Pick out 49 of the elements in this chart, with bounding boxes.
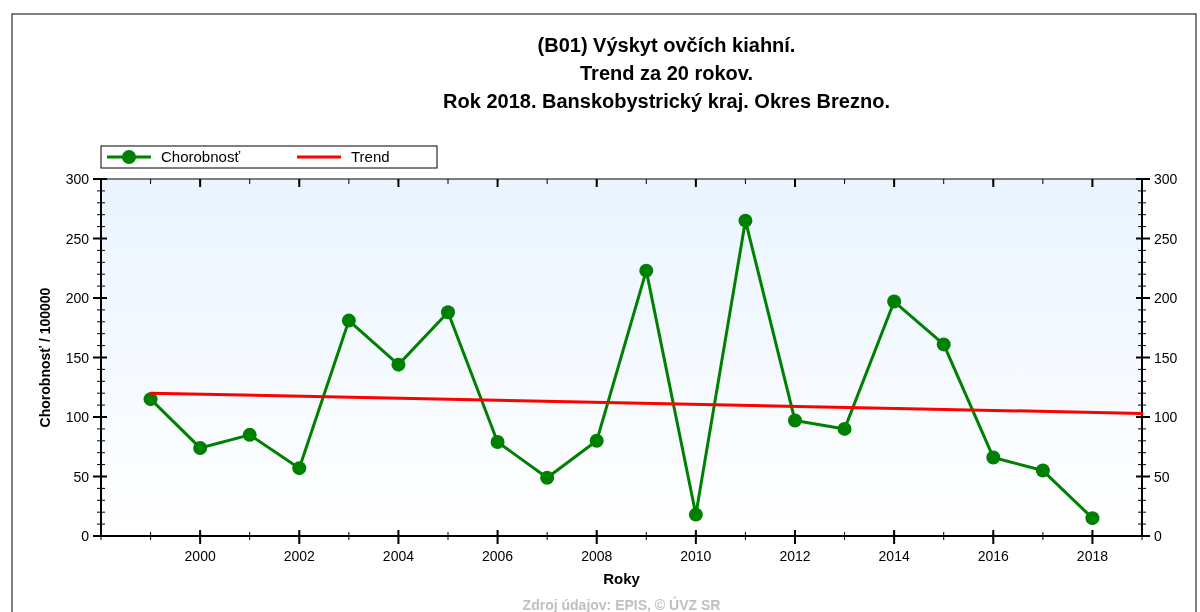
y-tick-label: 50 <box>73 468 90 485</box>
point <box>887 294 902 309</box>
x-tick-label: 2014 <box>878 548 910 564</box>
point <box>490 434 505 449</box>
x-tick-label: 2012 <box>779 548 811 564</box>
chart-title: (B01) Výskyt ovčích kiahní. Trend za 20 rokov. Rok 2018. Banskobystrický kraj. Okres Brezno. <box>443 34 890 112</box>
point <box>639 263 654 278</box>
y-tick-label: 0 <box>81 528 90 544</box>
x-tick-label: 2004 <box>382 548 415 564</box>
x-axis-title: Roky <box>603 570 641 587</box>
point <box>1035 463 1050 478</box>
text: Zdroj údajov: EPIS, © ÚVZ SR <box>522 596 721 612</box>
point <box>540 470 555 485</box>
point <box>441 305 455 320</box>
point <box>391 357 406 372</box>
x-tick-label: 2000 <box>184 548 216 564</box>
point <box>837 421 852 436</box>
point <box>292 461 307 476</box>
y-tick-label: 300 <box>65 171 90 187</box>
point <box>738 213 753 228</box>
y2-tick-label: 0 <box>1154 528 1162 544</box>
y-tick-label: 150 <box>65 349 90 366</box>
legend-label: Trend <box>351 148 390 165</box>
point <box>589 433 604 448</box>
point <box>936 337 951 352</box>
x-tick-label: 2008 <box>581 548 613 564</box>
x-tick-label: 2002 <box>283 548 316 564</box>
point <box>986 450 1001 465</box>
y-tick-label: 250 <box>65 230 90 247</box>
legend-label: Chorobnosť <box>161 148 241 165</box>
y2-tick-label: 100 <box>1154 409 1178 425</box>
point <box>788 413 802 428</box>
y2-tick-label: 300 <box>1154 171 1178 187</box>
y2-tick-label: 200 <box>1154 290 1178 306</box>
y-tick-label: 100 <box>65 409 90 425</box>
y2-tick-label: 250 <box>1154 230 1178 247</box>
x-tick-label: 2010 <box>680 548 712 564</box>
y-tick-label: 200 <box>65 290 90 306</box>
y-axis-title: Chorobnosť / 100000 <box>37 287 53 428</box>
y2-tick-label: 150 <box>1154 349 1178 366</box>
point <box>242 427 257 442</box>
x-tick-label: 2018 <box>1076 548 1109 564</box>
point <box>688 507 703 522</box>
point <box>193 440 208 455</box>
y2-tick-label: 50 <box>1154 468 1170 485</box>
point <box>341 313 356 328</box>
point <box>1085 511 1100 526</box>
x-tick-label: 2016 <box>977 548 1010 564</box>
x-tick-label: 2006 <box>481 548 514 564</box>
